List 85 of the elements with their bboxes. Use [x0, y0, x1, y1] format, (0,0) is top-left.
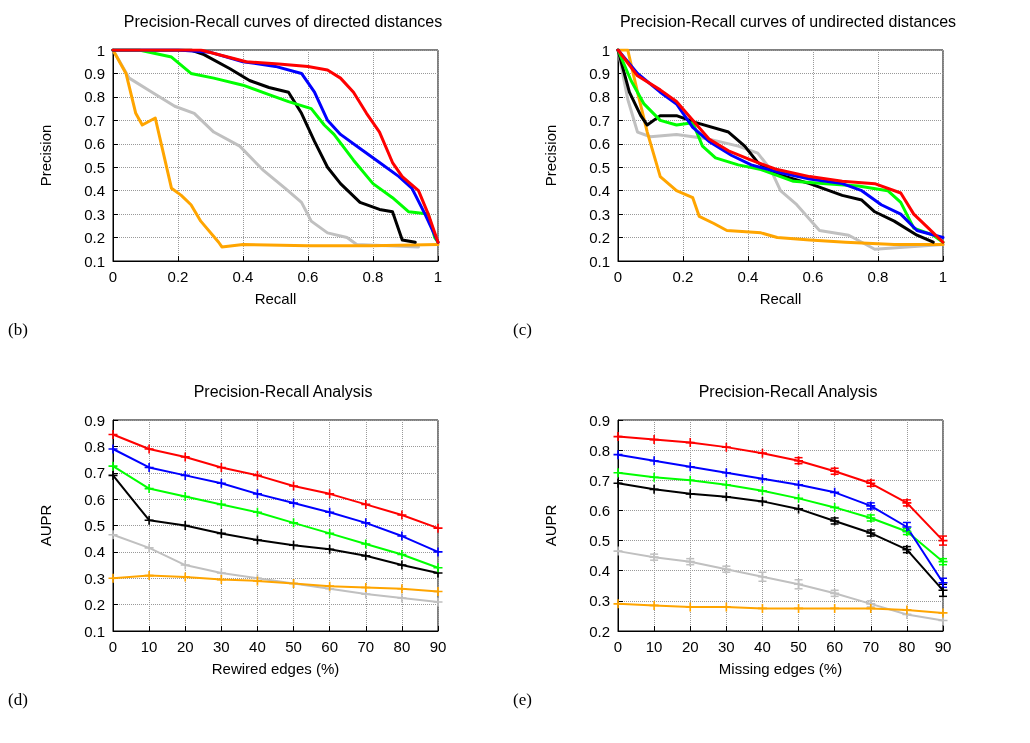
x-tick-label: 0 [108, 638, 118, 655]
y-tick-label: 0.5 [84, 158, 105, 176]
y-tick-label: 0.6 [84, 490, 105, 508]
y-tick-label: 0.2 [589, 229, 610, 247]
x-tick-label: 50 [285, 638, 302, 655]
y-tick-label: 0.9 [589, 411, 610, 429]
x-tick-label: 20 [681, 638, 699, 655]
x-tick-label: 1 [433, 268, 443, 285]
y-tick-label: 0.8 [84, 88, 105, 106]
x-tick-label: 90 [934, 638, 952, 655]
x-tick-label: 90 [429, 638, 447, 655]
y-tick-label: 0.7 [589, 471, 610, 489]
y-tick-label: 0.6 [84, 135, 105, 153]
y-tick-label: 0.2 [589, 622, 610, 640]
x-tick-label: 0.6 [802, 268, 824, 285]
y-tick-label: 0.8 [589, 441, 610, 459]
x-tick-label: 10 [140, 638, 158, 655]
text: (d) [8, 690, 28, 710]
y-tick-label: 0.9 [589, 64, 610, 82]
text: (e) [513, 690, 532, 710]
x-tick-label: 50 [790, 638, 807, 655]
x-tick-label: 30 [212, 638, 230, 655]
x-tick-label: 80 [898, 638, 916, 655]
x-tick-label: 0.2 [672, 268, 694, 285]
y-tick-label: 0.3 [589, 205, 610, 223]
y-tick-label: 1 [601, 41, 610, 59]
chart-title: Precision-Recall Analysis [193, 382, 373, 400]
y-axis-title: Precision [37, 124, 54, 187]
x-tick-label: 0.8 [867, 268, 889, 285]
x-tick-label: 0.4 [232, 268, 254, 285]
x-tick-label: 20 [176, 638, 194, 655]
y-axis-title: AUPR [37, 504, 54, 547]
x-tick-label: 10 [645, 638, 663, 655]
x-axis-title: Recall [254, 290, 297, 307]
chart-title: Precision-Recall curves of directed distances [123, 12, 443, 30]
y-tick-label: 0.4 [589, 562, 610, 580]
y-tick-label: 0.2 [84, 596, 105, 614]
y-tick-label: 0.5 [589, 532, 610, 550]
text: (c) [513, 320, 532, 340]
x-tick-label: 0 [613, 268, 623, 285]
x-axis-title: Missing edges (%) [718, 660, 843, 677]
x-axis-title: Rewired edges (%) [211, 660, 340, 677]
y-tick-label: 0.1 [589, 252, 610, 270]
y-tick-label: 0.2 [84, 229, 105, 247]
x-tick-label: 0 [108, 268, 118, 285]
y-tick-label: 0.4 [84, 543, 105, 561]
x-tick-label: 30 [717, 638, 735, 655]
y-axis-title: Precision [542, 124, 559, 187]
y-tick-label: 0.4 [589, 182, 610, 200]
x-tick-label: 1 [938, 268, 948, 285]
y-tick-label: 0.4 [84, 182, 105, 200]
y-tick-label: 0.6 [589, 501, 610, 519]
x-tick-label: 0.8 [362, 268, 384, 285]
y-tick-label: 0.7 [84, 464, 105, 482]
y-tick-label: 0.1 [84, 622, 105, 640]
y-tick-label: 0.8 [589, 88, 610, 106]
y-tick-label: 0.9 [84, 64, 105, 82]
text: (b) [8, 320, 28, 340]
chart-title: Precision-Recall Analysis [698, 382, 878, 400]
y-tick-label: 0.3 [84, 205, 105, 223]
y-tick-label: 1 [96, 41, 105, 59]
y-tick-label: 0.7 [84, 111, 105, 129]
y-tick-label: 0.9 [84, 411, 105, 429]
x-tick-label: 80 [393, 638, 411, 655]
x-tick-label: 70 [862, 638, 880, 655]
y-axis-title: AUPR [542, 504, 559, 547]
y-tick-label: 0.1 [84, 252, 105, 270]
y-tick-label: 0.5 [84, 517, 105, 534]
x-axis-title: Recall [759, 290, 802, 307]
x-tick-label: 60 [321, 638, 339, 655]
y-tick-label: 0.3 [589, 592, 610, 610]
y-tick-label: 0.3 [84, 569, 105, 587]
x-tick-label: 0.2 [167, 268, 189, 285]
y-tick-label: 0.6 [589, 135, 610, 153]
x-tick-label: 0 [613, 638, 623, 655]
x-tick-label: 60 [826, 638, 844, 655]
y-tick-label: 0.8 [84, 437, 105, 455]
x-tick-label: 40 [754, 638, 771, 655]
chart-title: Precision-Recall curves of undirected distances [619, 12, 957, 30]
x-tick-label: 0.6 [297, 268, 319, 285]
x-tick-label: 40 [249, 638, 266, 655]
x-tick-label: 70 [357, 638, 375, 655]
y-tick-label: 0.5 [589, 158, 610, 176]
x-tick-label: 0.4 [737, 268, 759, 285]
y-tick-label: 0.7 [589, 111, 610, 129]
